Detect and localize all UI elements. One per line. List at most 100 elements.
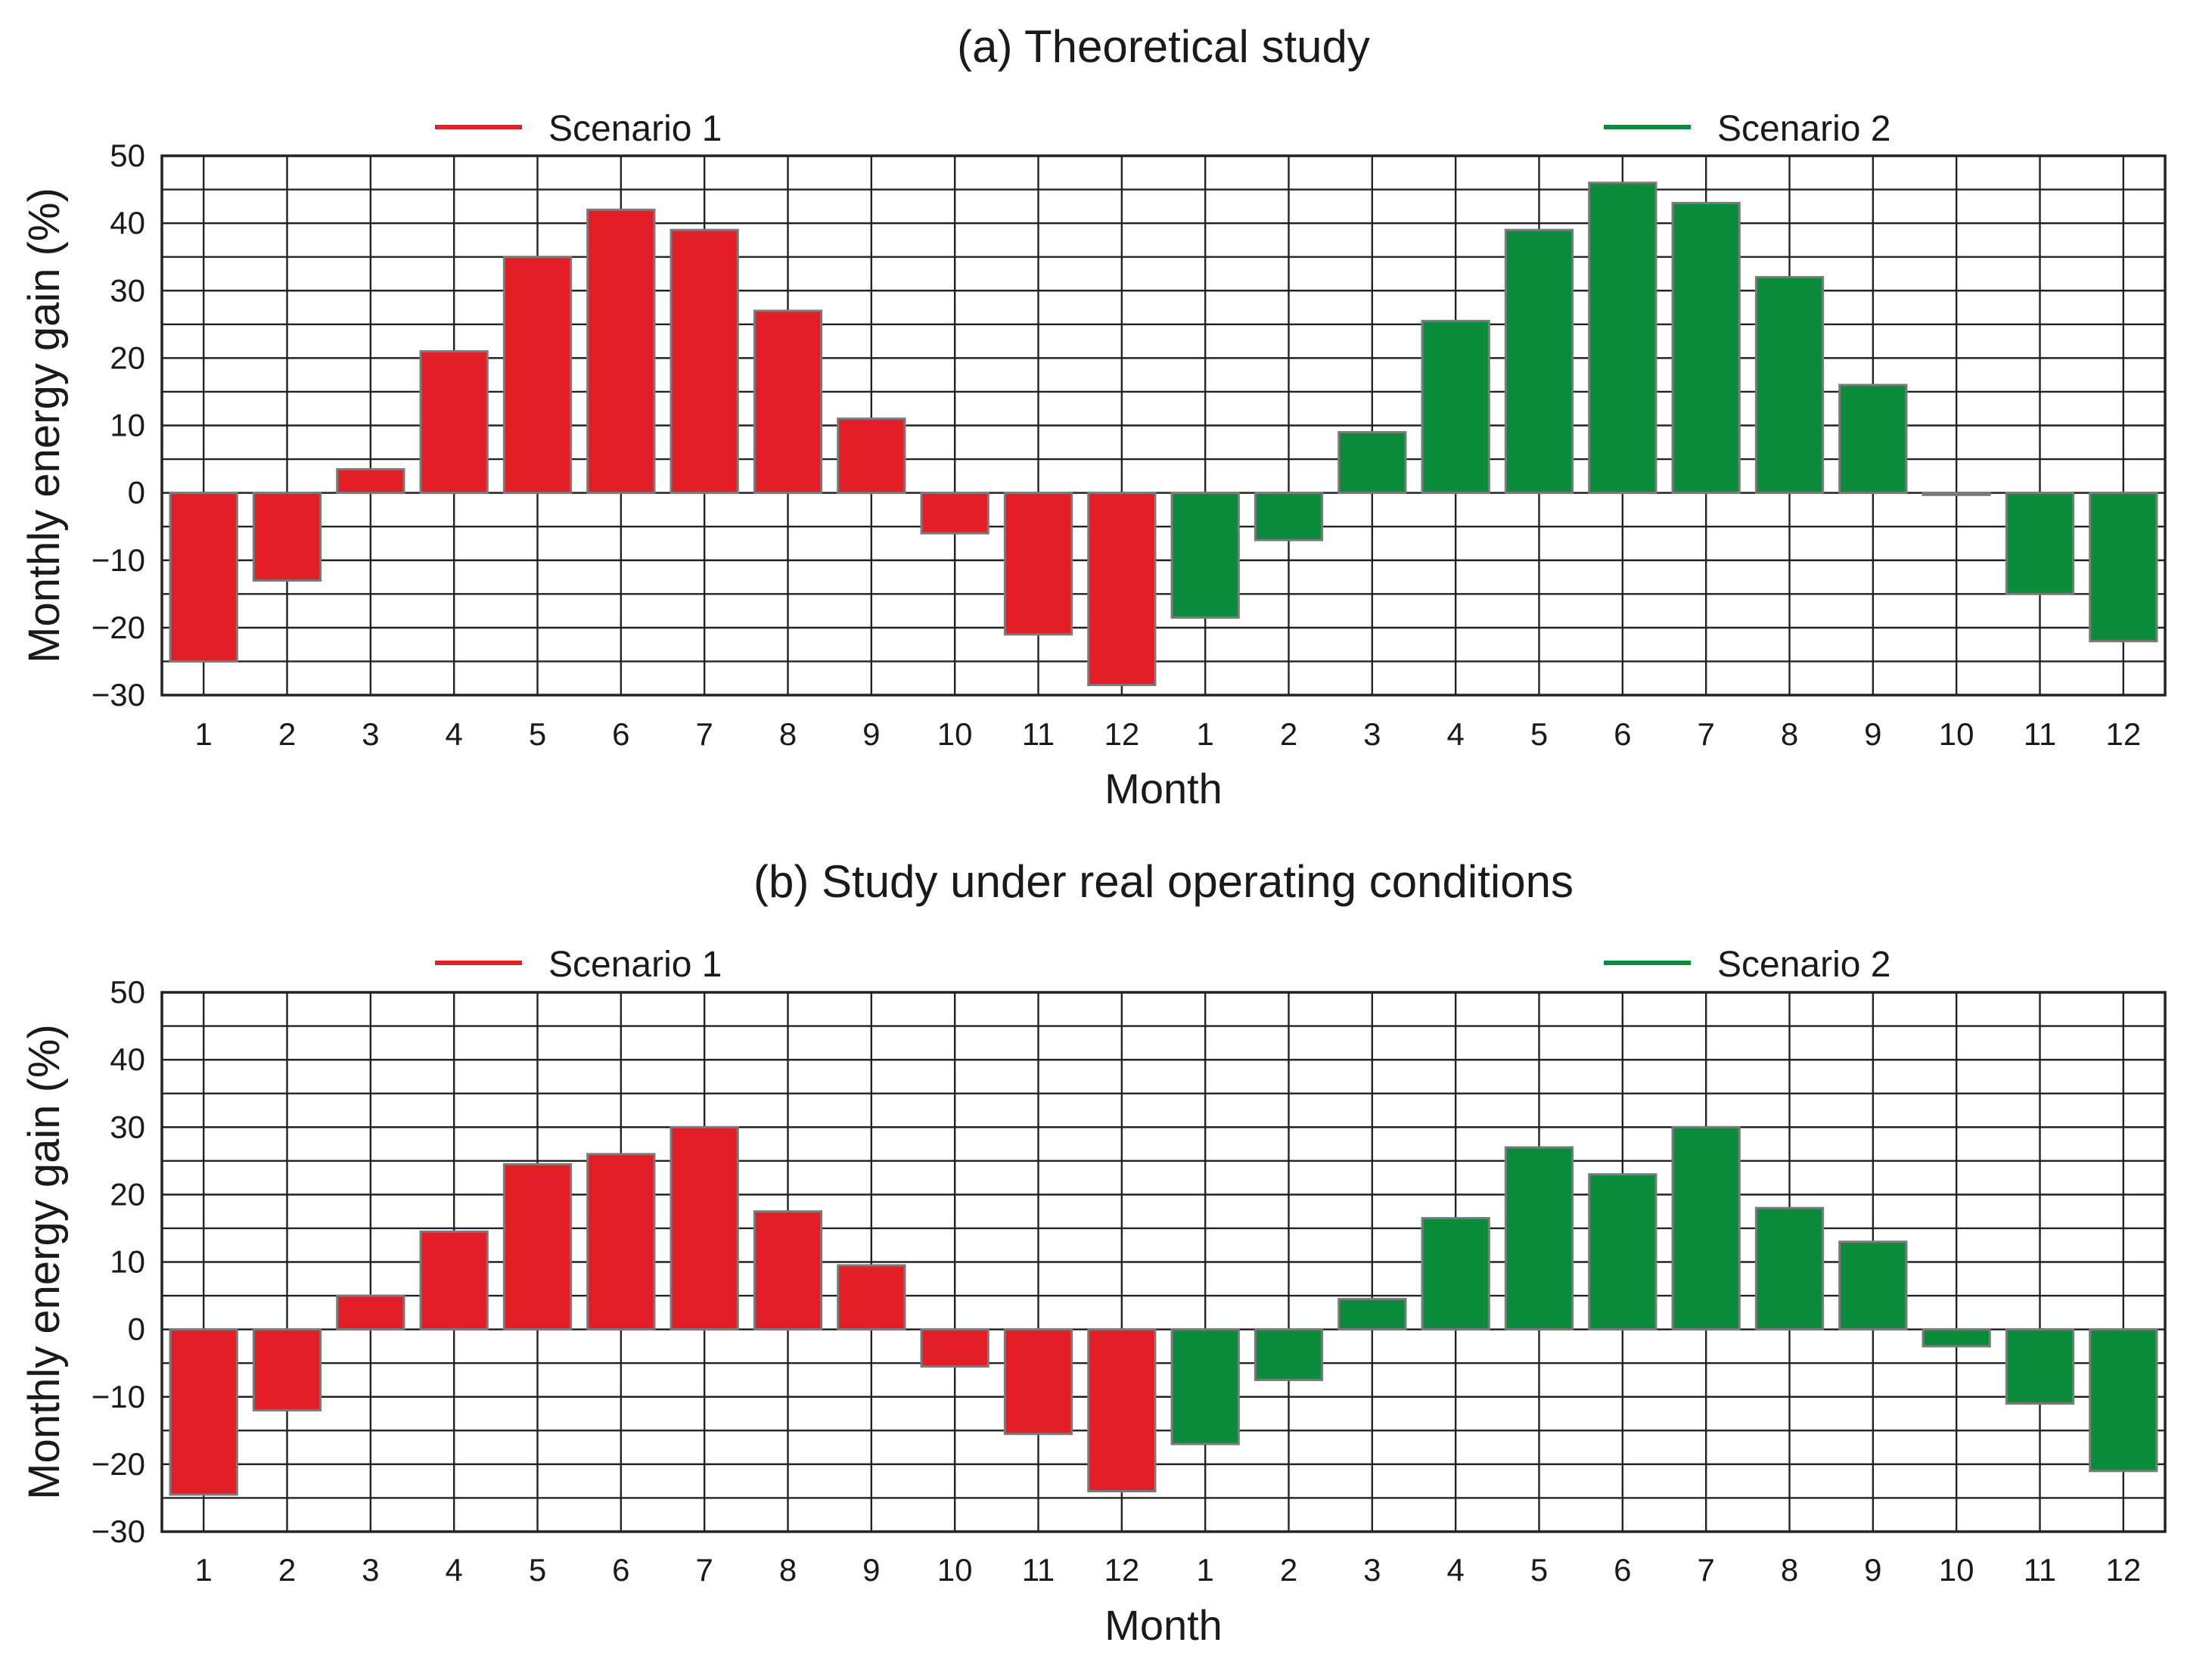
- bar-scenario-2-month-7: [1671, 201, 1741, 495]
- y-tick-label: 50: [110, 138, 145, 173]
- plot-frame: [160, 991, 2167, 1533]
- legend-label-scenario-2: Scenario 2: [1717, 945, 1890, 985]
- x-tick-label: 2: [278, 1552, 296, 1588]
- x-tick-label: 2: [1280, 1552, 1297, 1588]
- bar-scenario-2-month-7: [1671, 1125, 1741, 1331]
- bar-scenario-2-month-5: [1504, 1146, 1574, 1331]
- plot-frame: [160, 154, 2167, 697]
- y-tick-label: −30: [92, 677, 145, 712]
- y-tick-label: −10: [92, 542, 145, 578]
- x-tick-label: 2: [1280, 716, 1297, 752]
- bar-scenario-1-month-1: [169, 492, 238, 663]
- chart-panel-b: (b) Study under real operating condition…: [20, 856, 2167, 1649]
- bar-scenario-2-month-11: [2005, 492, 2075, 595]
- x-tick-label: 7: [1697, 716, 1714, 752]
- x-tick-label: 8: [779, 1552, 797, 1588]
- bar-scenario-1-month-4: [419, 1230, 489, 1331]
- y-tick-label: −30: [92, 1513, 145, 1549]
- x-tick-label: 10: [1939, 1552, 1974, 1588]
- legend-label-scenario-1: Scenario 1: [548, 109, 722, 149]
- bar-scenario-2-month-4: [1421, 319, 1490, 495]
- bar-scenario-1-month-3: [336, 467, 405, 495]
- y-tick-label: 40: [110, 1042, 145, 1077]
- bar-scenario-1-month-9: [837, 418, 906, 495]
- bar-scenario-1-month-7: [670, 1125, 739, 1331]
- bar-scenario-1-month-10: [920, 1328, 989, 1368]
- bar-scenario-1-month-5: [502, 1163, 573, 1331]
- bars: [169, 1125, 2158, 1496]
- y-axis-label: Monthly energy gain (%): [20, 1024, 69, 1500]
- x-tick-label: 7: [1697, 1552, 1714, 1588]
- bar-scenario-2-month-4: [1421, 1217, 1490, 1331]
- chart-title: (a) Theoretical study: [957, 21, 1370, 72]
- x-tick-label: 6: [612, 716, 629, 752]
- x-tick-label: 11: [1022, 1552, 1055, 1588]
- bar-scenario-1-month-12: [1087, 492, 1157, 687]
- x-tick-label: 5: [529, 716, 546, 752]
- bar-scenario-1-month-2: [252, 1328, 322, 1412]
- x-tick-label: 6: [612, 1552, 629, 1588]
- x-axis-label: Month: [1104, 1601, 1223, 1649]
- y-tick-label: 0: [128, 475, 145, 511]
- bar-scenario-2-month-11: [2005, 1328, 2075, 1405]
- bar-scenario-2-month-6: [1588, 182, 1657, 495]
- bar-scenario-2-month-9: [1838, 1240, 1908, 1331]
- legend-label-scenario-2: Scenario 2: [1717, 109, 1890, 149]
- y-tick-label: 30: [110, 1109, 145, 1144]
- x-tick-labels: 1 2 3 4 5 6 7 8 9 10 11 12 1 2 3 4 5 6 7 8 9 10 11 12: [194, 716, 2141, 752]
- x-tick-label: 12: [1104, 1552, 1139, 1588]
- bar-scenario-2-month-12: [2089, 1328, 2158, 1473]
- bar-scenario-2-month-9: [1838, 383, 1908, 495]
- x-tick-label: 10: [937, 716, 973, 752]
- x-tick-label: 11: [2024, 716, 2057, 752]
- x-axis-label: Month: [1104, 765, 1223, 812]
- bar-scenario-2-month-8: [1754, 1206, 1825, 1331]
- x-tick-label: 6: [1614, 716, 1631, 752]
- bar-scenario-2-month-3: [1337, 430, 1407, 495]
- bar-scenario-1-month-3: [336, 1294, 405, 1331]
- y-tick-label: −20: [92, 1446, 145, 1482]
- bar-scenario-1-month-2: [252, 492, 322, 582]
- y-tick-label: 20: [110, 1176, 145, 1212]
- x-tick-label: 4: [1446, 1552, 1464, 1588]
- bar-scenario-2-month-2: [1254, 492, 1324, 542]
- bar-scenario-2-month-10: [1922, 492, 1991, 496]
- bar-scenario-2-month-1: [1170, 492, 1240, 619]
- chart-title: (b) Study under real operating condition…: [753, 856, 1574, 907]
- x-tick-label: 9: [862, 1552, 880, 1588]
- bar-scenario-1-month-12: [1087, 1328, 1157, 1493]
- x-tick-label: 12: [2105, 1552, 2141, 1588]
- y-tick-label: 20: [110, 340, 145, 375]
- x-tick-label: 9: [1864, 716, 1881, 752]
- bars: [169, 182, 2158, 687]
- legend-label-scenario-1: Scenario 1: [548, 945, 722, 985]
- x-tick-label: 5: [1530, 716, 1548, 752]
- x-tick-label: 4: [445, 1552, 462, 1588]
- x-tick-label: 4: [445, 716, 462, 752]
- x-tick-label: 7: [695, 716, 713, 752]
- y-tick-label: 30: [110, 272, 145, 308]
- legend: Scenario 1 Scenario 2: [435, 109, 1890, 149]
- x-tick-label: 6: [1614, 1552, 1631, 1588]
- bar-scenario-1-month-1: [169, 1328, 238, 1496]
- x-tick-label: 5: [1530, 1552, 1548, 1588]
- x-tick-label: 4: [1446, 716, 1464, 752]
- x-tick-label: 1: [194, 1552, 212, 1588]
- x-tick-label: 1: [194, 716, 212, 752]
- bar-scenario-2-month-5: [1504, 228, 1574, 495]
- x-tick-label: 11: [2024, 1552, 2057, 1588]
- x-tick-label: 3: [1363, 1552, 1381, 1588]
- x-tick-label: 3: [362, 716, 379, 752]
- x-tick-label: 12: [1104, 716, 1139, 752]
- bar-scenario-1-month-8: [753, 309, 823, 495]
- x-tick-label: 7: [695, 1552, 713, 1588]
- x-tick-label: 8: [779, 716, 797, 752]
- y-tick-labels: 50 40 30 20 10 0 −10 −20 −30: [92, 138, 145, 712]
- x-tick-label: 10: [1939, 716, 1974, 752]
- bar-scenario-1-month-11: [1003, 492, 1073, 636]
- bar-scenario-1-month-8: [753, 1210, 823, 1331]
- x-tick-label: 12: [2105, 716, 2141, 752]
- bar-scenario-1-month-9: [837, 1264, 906, 1331]
- x-tick-label: 1: [1196, 716, 1213, 752]
